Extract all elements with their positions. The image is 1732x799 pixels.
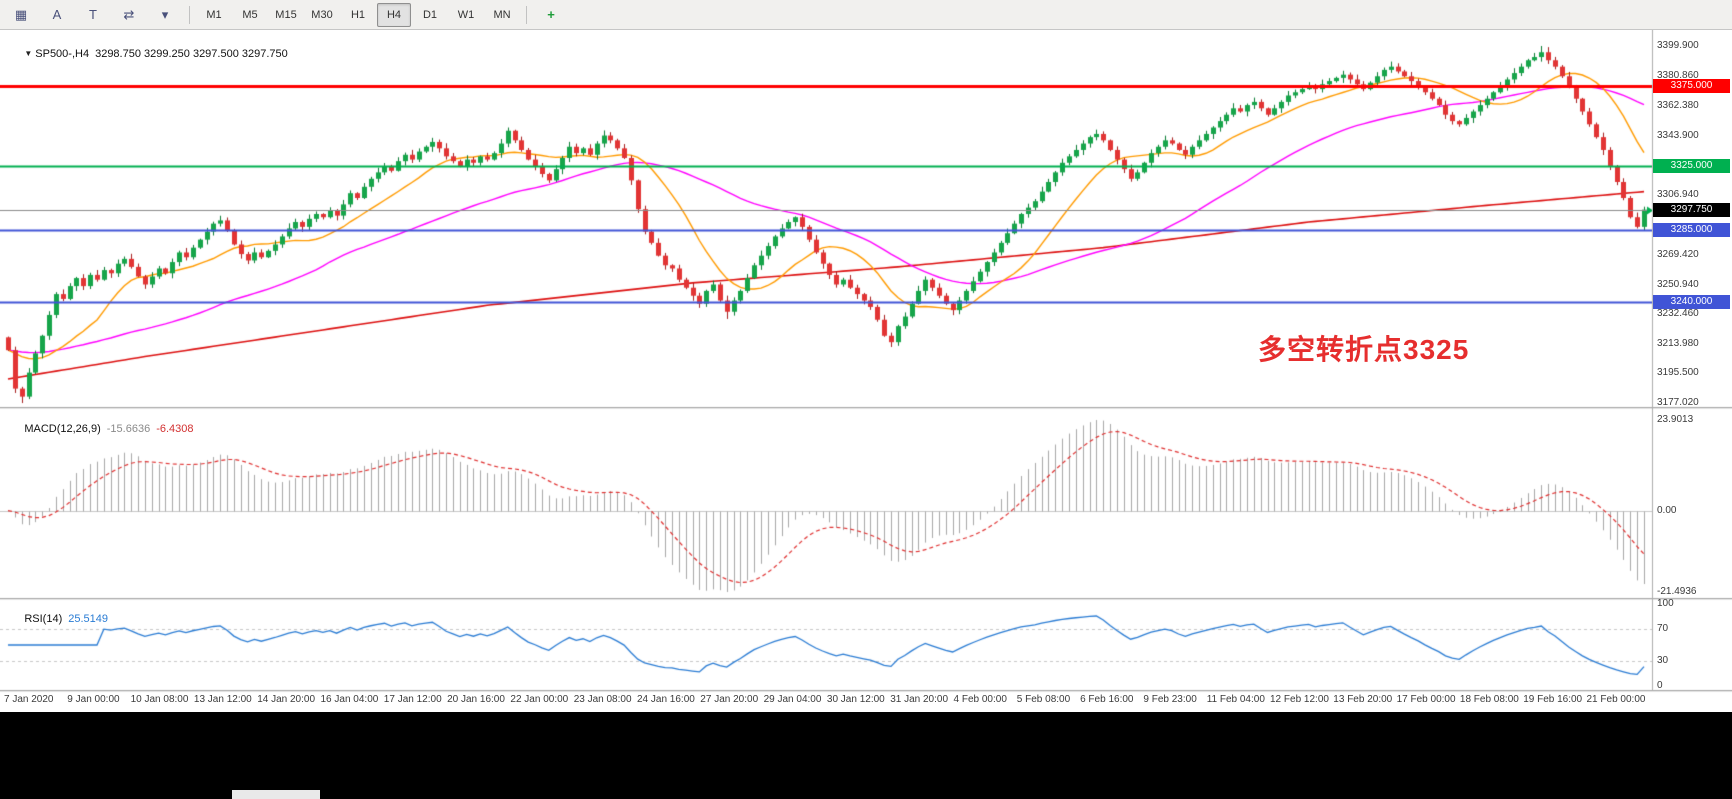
- rsi-header: RSI(14) 25.5149: [6, 601, 108, 637]
- timeframe-button-D1[interactable]: D1: [422, 8, 438, 21]
- time-axis-label: 27 Jan 20:00: [700, 694, 759, 705]
- macd-axis-label: 23.9013: [1657, 414, 1694, 425]
- timeframe-button-M15[interactable]: M15: [275, 8, 297, 21]
- time-axis-label: 13 Feb 20:00: [1333, 694, 1393, 705]
- symbol-header: ▼ SP500-,H4 3298.750 3299.250 3297.500 329…: [6, 36, 288, 72]
- time-axis-label: 16 Jan 04:00: [320, 694, 379, 705]
- cursor-tool-icon: A: [52, 7, 62, 22]
- time-axis-label: 13 Jan 12:00: [193, 694, 252, 705]
- price-axis-label: 3177.020: [1657, 397, 1699, 408]
- chart-window-button[interactable]: ▦: [4, 3, 38, 27]
- rsi-axis-label: 0: [1657, 680, 1663, 691]
- time-axis-label: 14 Jan 20:00: [257, 694, 316, 705]
- time-axis-label: 29 Jan 04:00: [763, 694, 822, 705]
- current-price-badge: 3297.750: [1653, 202, 1730, 217]
- time-axis-label: 7 Jan 2020: [4, 694, 54, 705]
- shift-tool-button[interactable]: ⇄: [112, 3, 146, 27]
- price-line-badge: 3325.000: [1653, 158, 1730, 173]
- macd-header: MACD(12,26,9) -15.6636 -6.4308: [6, 411, 194, 447]
- rsi-label: RSI(14): [24, 613, 63, 625]
- time-axis-label: 21 Feb 00:00: [1586, 694, 1646, 705]
- timeframe-button-H4[interactable]: H4: [377, 2, 411, 27]
- timeframe-button-H1[interactable]: H1: [350, 8, 366, 21]
- ohlc-values: 3298.750 3299.250 3297.500 3297.750: [95, 48, 288, 60]
- chevron-down-button[interactable]: ▾: [148, 3, 182, 27]
- desktop-black-area: [0, 712, 1732, 799]
- price-axis-label: 3250.940: [1657, 278, 1699, 290]
- price-axis-label: 3399.900: [1657, 40, 1699, 51]
- chevron-down-icon: ▾: [161, 6, 169, 22]
- time-axis-label: 22 Jan 00:00: [510, 694, 569, 705]
- taskbar-window-fragment[interactable]: [232, 790, 320, 799]
- rsi-value: 25.5149: [68, 613, 109, 625]
- macd-label: MACD(12,26,9): [24, 423, 101, 435]
- time-axis-label: 23 Jan 08:00: [573, 694, 632, 705]
- price-axis-label: 3380.860: [1657, 70, 1699, 82]
- price-line-badge: 3285.000: [1653, 223, 1730, 238]
- price-axis-label: 3232.460: [1657, 308, 1699, 320]
- shift-tool-icon: ⇄: [123, 6, 135, 22]
- time-axis-label: 30 Jan 12:00: [826, 694, 885, 705]
- time-axis-label: 4 Feb 00:00: [953, 694, 1007, 705]
- time-axis-label: 9 Jan 00:00: [67, 694, 120, 705]
- cursor-tool-button[interactable]: A: [40, 3, 74, 27]
- price-axis-label: 3306.940: [1657, 188, 1699, 200]
- toolbar: ▦ A T ⇄ ▾ M1 M5 M15 M30 H1 H4 D1 W1 MN +: [0, 0, 1732, 30]
- price-axis-label: 3213.980: [1657, 337, 1699, 349]
- timeframe-button-M30[interactable]: M30: [311, 8, 333, 21]
- text-tool-button[interactable]: T: [76, 3, 110, 27]
- time-axis-label: 6 Feb 16:00: [1080, 694, 1134, 705]
- time-axis-label: 10 Jan 08:00: [130, 694, 189, 705]
- macd-axis-label: -21.4936: [1657, 586, 1697, 597]
- timeframe-button-M1[interactable]: M1: [206, 8, 222, 21]
- rsi-axis-label: 30: [1657, 655, 1669, 667]
- price-line-badge: 3240.000: [1653, 295, 1730, 310]
- add-indicator-icon: +: [547, 7, 555, 22]
- time-axis-label: 17 Jan 12:00: [383, 694, 442, 705]
- timeframe-button-M5[interactable]: M5: [242, 8, 258, 21]
- chart-canvas[interactable]: [0, 30, 1732, 712]
- time-axis-label: 9 Feb 23:00: [1143, 694, 1197, 705]
- symbol-timeframe-label: SP500-,H4: [35, 48, 90, 60]
- price-line-badge: 3375.000: [1653, 78, 1730, 93]
- time-axis-label: 11 Feb 04:00: [1206, 694, 1265, 705]
- time-axis-label: 20 Jan 16:00: [447, 694, 505, 705]
- macd-axis-label: 0.00: [1657, 504, 1677, 516]
- timeframe-button-MN[interactable]: MN: [493, 8, 511, 21]
- time-axis-label: 24 Jan 16:00: [637, 694, 695, 705]
- rsi-axis-label: 70: [1657, 622, 1669, 634]
- time-axis-label: 12 Feb 12:00: [1270, 694, 1329, 705]
- time-axis-label: 18 Feb 08:00: [1459, 694, 1519, 705]
- price-axis-label: 3195.500: [1657, 367, 1699, 379]
- chart-window-icon: ▦: [14, 6, 28, 22]
- text-tool-icon: T: [89, 7, 97, 22]
- toolbar-separator: [189, 5, 190, 24]
- symbol-dropdown-icon[interactable]: ▼: [24, 49, 33, 58]
- rsi-axis-label: 100: [1657, 598, 1674, 609]
- macd-value: -15.6636: [106, 423, 151, 435]
- price-axis-label: 3343.900: [1657, 129, 1699, 141]
- macd-signal-value: -6.4308: [156, 423, 194, 435]
- time-axis-label: 31 Jan 20:00: [890, 694, 949, 705]
- timeframe-button-W1[interactable]: W1: [457, 8, 475, 21]
- time-axis-label: 5 Feb 08:00: [1016, 694, 1071, 705]
- time-axis-label: 17 Feb 00:00: [1396, 694, 1456, 705]
- toolbar-separator: [526, 5, 527, 24]
- price-axis-label: 3362.380: [1657, 100, 1699, 112]
- time-axis-label: 19 Feb 16:00: [1523, 694, 1583, 705]
- add-indicator-button[interactable]: +: [534, 3, 568, 27]
- chart-text-annotation[interactable]: 多空转折点3325: [1258, 334, 1470, 365]
- price-axis-label: 3269.420: [1657, 248, 1699, 260]
- chart-area: ▼ SP500-,H4 3298.750 3299.250 3297.500 329…: [0, 30, 1732, 712]
